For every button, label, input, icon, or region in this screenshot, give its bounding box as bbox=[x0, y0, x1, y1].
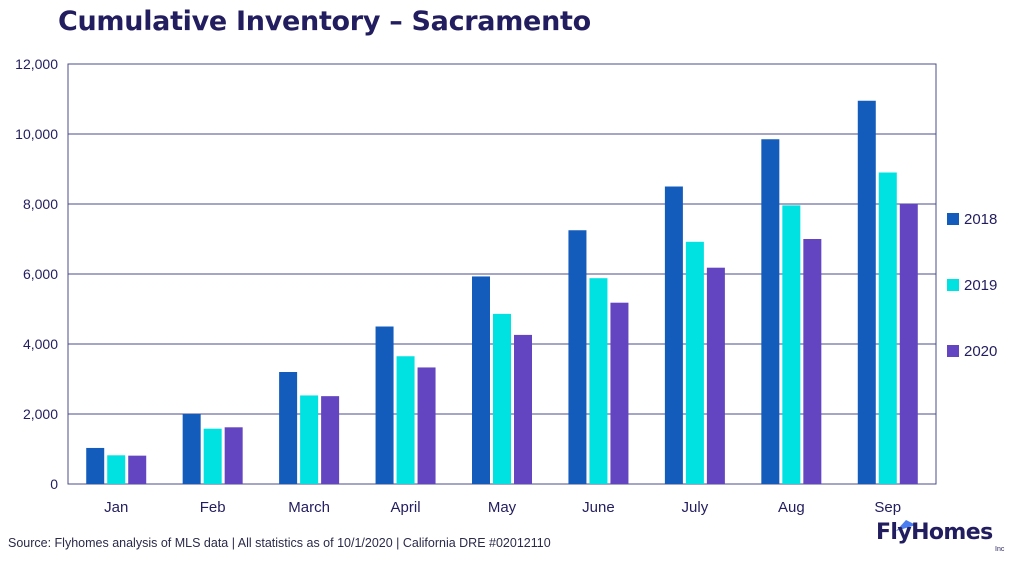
legend-swatch-2020 bbox=[947, 345, 959, 357]
bar-2018-june bbox=[568, 230, 587, 484]
bar-2018-jan bbox=[86, 447, 105, 484]
x-tick-label: June bbox=[582, 499, 615, 516]
bar-2020-june bbox=[610, 302, 629, 484]
bar-2019-sep bbox=[878, 172, 897, 484]
bar-2020-feb bbox=[224, 427, 243, 484]
legend-swatch-2018 bbox=[947, 213, 959, 225]
bar-2018-sep bbox=[857, 100, 876, 484]
x-tick-label: Aug bbox=[778, 499, 805, 516]
y-tick-label: 6,000 bbox=[23, 266, 58, 282]
y-tick-label: 4,000 bbox=[23, 336, 58, 352]
bar-2019-july bbox=[685, 241, 704, 484]
bar-2018-april bbox=[375, 326, 394, 484]
x-tick-label: March bbox=[288, 499, 330, 516]
bar-2020-jan bbox=[128, 455, 147, 484]
bar-2018-feb bbox=[182, 414, 201, 484]
bar-2020-july bbox=[706, 267, 725, 484]
legend-swatch-2019 bbox=[947, 279, 959, 291]
bar-2020-aug bbox=[803, 239, 822, 484]
bar-chart: 0 2,000 4,000 6,000 8,000 10,000 12,000 Jan Feb… bbox=[15, 56, 997, 516]
legend-label-2018: 2018 bbox=[964, 211, 997, 228]
x-tick-label: May bbox=[488, 499, 517, 516]
legend: 2018 2019 2020 bbox=[947, 211, 997, 360]
flyhomes-logo-icon bbox=[896, 520, 916, 531]
bar-2019-may bbox=[493, 313, 511, 484]
bar-2019-aug bbox=[782, 205, 801, 484]
bar-2020-march bbox=[321, 396, 340, 484]
y-tick-label: 0 bbox=[50, 476, 58, 492]
logo-inc: Inc bbox=[995, 546, 1005, 553]
bar-2019-jan bbox=[107, 455, 126, 484]
x-axis-ticks: Jan Feb March April May June July Aug Sep bbox=[104, 499, 901, 516]
source-note: Source: Flyhomes analysis of MLS data | … bbox=[8, 536, 551, 550]
bar-2019-feb bbox=[203, 428, 222, 484]
x-tick-label: Sep bbox=[874, 499, 901, 516]
bar-2020-sep bbox=[899, 204, 918, 484]
bar-2018-july bbox=[664, 186, 683, 484]
legend-label-2020: 2020 bbox=[964, 343, 997, 360]
bar-2020-may bbox=[514, 334, 532, 484]
y-tick-label: 12,000 bbox=[15, 56, 58, 72]
y-axis-ticks: 0 2,000 4,000 6,000 8,000 10,000 12,000 bbox=[15, 56, 58, 492]
bar-2018-march bbox=[279, 372, 298, 484]
bars bbox=[86, 100, 918, 484]
bar-2018-aug bbox=[761, 139, 780, 484]
bar-2019-june bbox=[589, 278, 608, 484]
legend-label-2019: 2019 bbox=[964, 277, 997, 294]
flyhomes-logo: FlyHomes bbox=[876, 520, 993, 545]
x-tick-label: April bbox=[391, 499, 421, 516]
y-tick-label: 10,000 bbox=[15, 126, 58, 142]
y-tick-label: 8,000 bbox=[23, 196, 58, 212]
x-tick-label: Feb bbox=[200, 499, 226, 516]
bar-2018-may bbox=[472, 276, 490, 484]
x-tick-label: July bbox=[682, 499, 709, 516]
bar-2020-april bbox=[417, 367, 436, 484]
bar-2019-april bbox=[396, 356, 415, 484]
chart-title: Cumulative Inventory – Sacramento bbox=[58, 6, 591, 37]
y-tick-label: 2,000 bbox=[23, 406, 58, 422]
x-tick-label: Jan bbox=[104, 499, 128, 516]
bar-2019-march bbox=[300, 395, 319, 484]
